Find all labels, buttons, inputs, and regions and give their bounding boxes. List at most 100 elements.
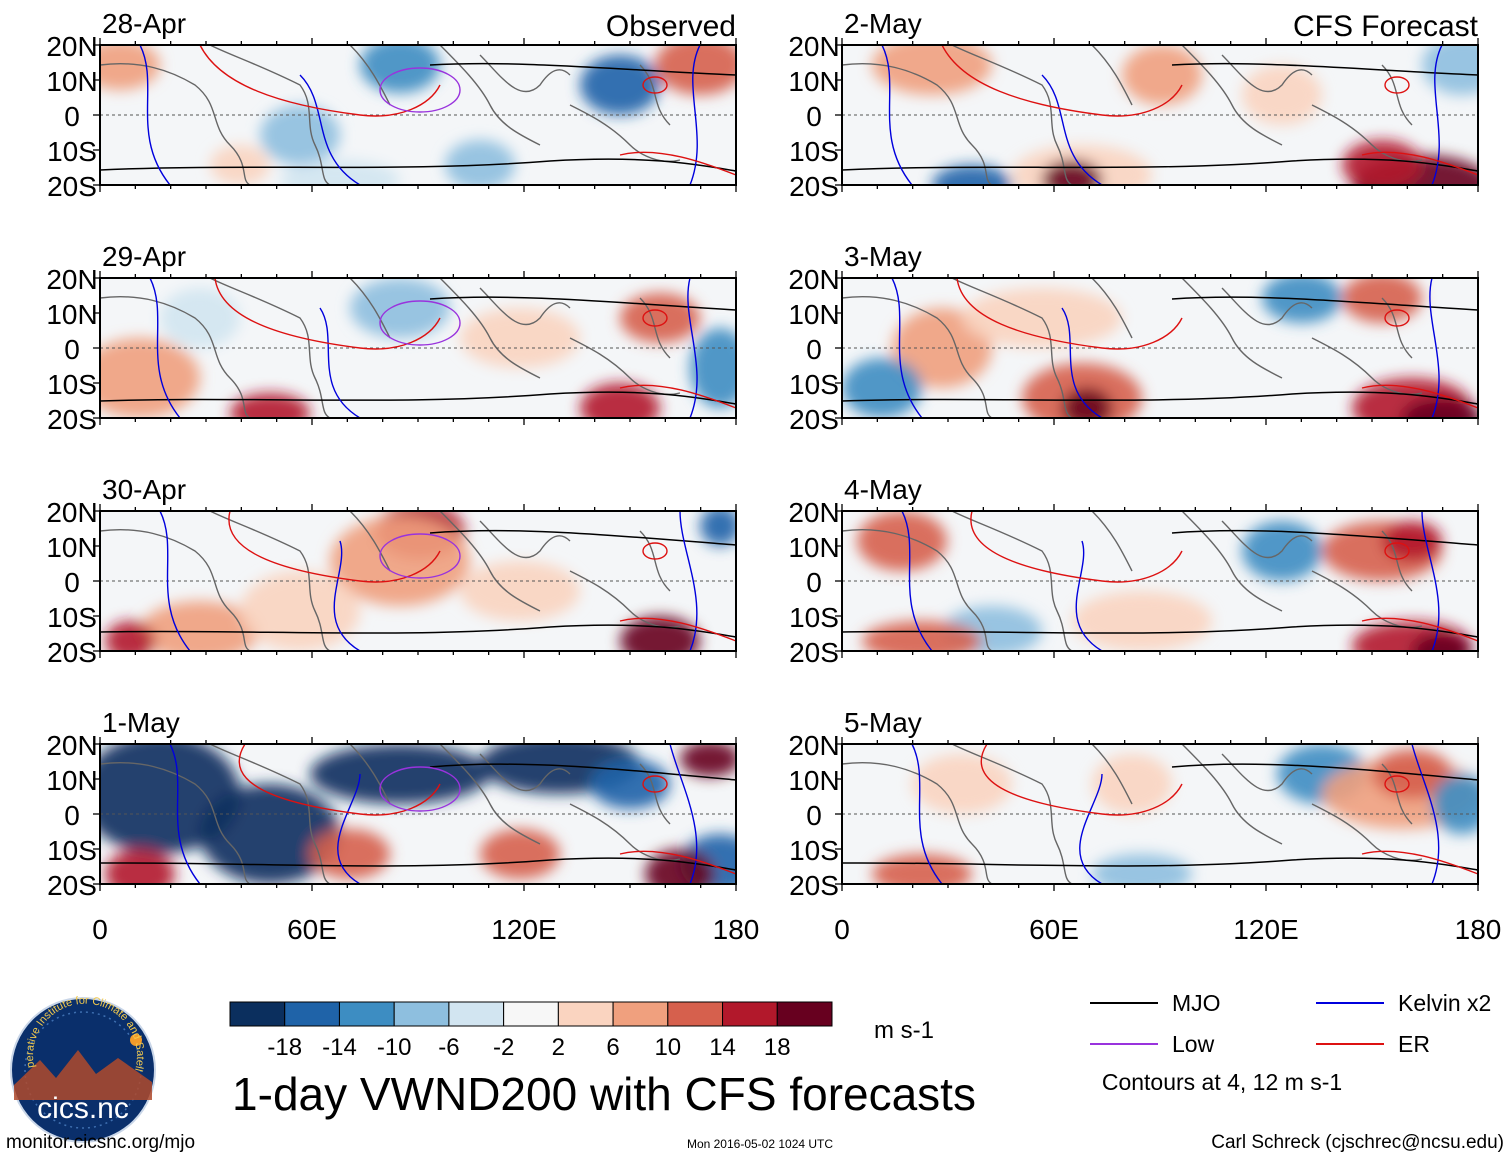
legend-label: Kelvin x2 xyxy=(1398,990,1491,1016)
colorbar-units: m s-1 xyxy=(874,1017,934,1044)
colorbar-tick-label: -14 xyxy=(322,1034,357,1061)
er-contour xyxy=(228,511,736,642)
mjo-contour xyxy=(429,529,736,546)
logo-text: cics.nc xyxy=(37,1092,129,1125)
y-tick-label: 20S xyxy=(789,637,839,668)
anomaly-blob xyxy=(620,293,700,343)
er-contour xyxy=(199,45,736,176)
anomaly-blob xyxy=(200,784,340,884)
y-tick-label: 10N xyxy=(46,765,97,796)
x-tick-label: 60E xyxy=(287,914,337,945)
kelvin-contour xyxy=(891,278,1440,418)
er-contour xyxy=(642,76,668,94)
mjo-contour xyxy=(100,624,736,638)
er-contour xyxy=(1384,309,1410,327)
anomaly-blob xyxy=(932,165,1012,185)
y-tick-label: 0 xyxy=(806,567,822,598)
y-tick-label: 0 xyxy=(64,101,80,132)
anomaly-blob xyxy=(350,278,450,338)
coastline xyxy=(842,744,1423,884)
anomaly-blob xyxy=(1262,278,1342,323)
anomaly-blob xyxy=(842,358,922,418)
mjo-contour xyxy=(842,857,1478,871)
anomaly-blob xyxy=(1092,854,1192,884)
anomaly-blob xyxy=(310,829,390,879)
y-tick-label: 20N xyxy=(46,31,97,62)
anomaly-blob xyxy=(620,616,700,651)
kelvin-contour xyxy=(901,511,1440,651)
colorbar-bin xyxy=(776,1001,833,1027)
mjo-contour xyxy=(842,391,1478,405)
y-tick-label: 20N xyxy=(46,497,97,528)
kelvin-contour xyxy=(139,45,701,185)
coastline xyxy=(842,511,1423,651)
panel-date: 5-May xyxy=(844,707,922,738)
footer-url: monitor.cicsnc.org/mjo xyxy=(6,1132,195,1153)
footer-timestamp: Mon 2016-05-02 1024 UTC xyxy=(687,1137,833,1151)
anomaly-blob xyxy=(1342,140,1422,185)
colorbar: -18 -14 -10 -6 -2 2 6 10 14 18 xyxy=(229,1001,833,1061)
y-tick-label: 0 xyxy=(64,567,80,598)
coastline xyxy=(100,511,681,651)
colorbar-tick-label: 6 xyxy=(606,1034,619,1061)
er-contour xyxy=(238,744,736,875)
anomaly-blob xyxy=(872,854,972,884)
anomaly-blob xyxy=(105,621,155,651)
kelvin-contour xyxy=(159,511,698,651)
y-tick-label: 20N xyxy=(46,730,97,761)
y-tick-label: 0 xyxy=(806,800,822,831)
er-contour xyxy=(1384,542,1410,560)
panel-date: 30-Apr xyxy=(102,474,186,505)
anomaly-blob xyxy=(310,744,490,804)
mjo-contour xyxy=(1171,296,1478,311)
anomaly-blob xyxy=(460,308,580,368)
y-tick-label: 0 xyxy=(806,101,822,132)
coastline xyxy=(842,45,1423,185)
anomaly-blob xyxy=(360,45,440,93)
colorbar-bin xyxy=(557,1001,614,1027)
anomaly-field xyxy=(872,744,1478,884)
anomaly-field xyxy=(100,278,736,418)
er-contour xyxy=(1384,76,1410,94)
anomaly-blob xyxy=(655,45,736,95)
panel-date: 1-May xyxy=(102,707,180,738)
cfs-forecast-label: CFS Forecast xyxy=(1293,10,1479,43)
anomaly-blob xyxy=(1042,160,1102,185)
legend-label: ER xyxy=(1398,1031,1430,1057)
x-tick-label: 180 xyxy=(1455,914,1502,945)
y-tick-label: 20S xyxy=(47,171,97,202)
anomaly-blob xyxy=(240,571,360,651)
er-contour xyxy=(214,278,736,409)
colorbar-tick-label: 2 xyxy=(552,1034,565,1061)
colorbar-bin xyxy=(338,1001,395,1027)
anomaly-blob xyxy=(1402,398,1478,418)
legend: MJO Kelvin x2 Low ER xyxy=(1090,990,1491,1057)
anomaly-blob xyxy=(480,829,560,879)
er-contour xyxy=(941,45,1478,176)
coastline xyxy=(100,45,681,185)
anomaly-blob xyxy=(160,288,240,348)
colorbar-tick-label: -18 xyxy=(267,1034,302,1061)
anomaly-blob xyxy=(1432,774,1478,834)
anomaly-field xyxy=(842,278,1478,418)
logo-mountains xyxy=(14,1050,152,1100)
y-tick-label: 20N xyxy=(788,264,839,295)
anomaly-blob xyxy=(330,516,470,606)
y-tick-label: 20S xyxy=(789,870,839,901)
mjo-contour xyxy=(429,62,736,76)
y-tick-label: 10N xyxy=(46,532,97,563)
y-tick-label: 0 xyxy=(64,800,80,831)
y-tick-label: 0 xyxy=(806,334,822,365)
er-contour xyxy=(642,542,668,560)
y-tick-label: 20N xyxy=(788,730,839,761)
x-tick-label: 120E xyxy=(1233,914,1298,945)
low-contour xyxy=(379,533,461,579)
y-tick-label: 10N xyxy=(788,532,839,563)
anomaly-blob xyxy=(700,511,736,546)
anomaly-blob xyxy=(1122,45,1202,105)
anomaly-blob xyxy=(105,849,175,884)
